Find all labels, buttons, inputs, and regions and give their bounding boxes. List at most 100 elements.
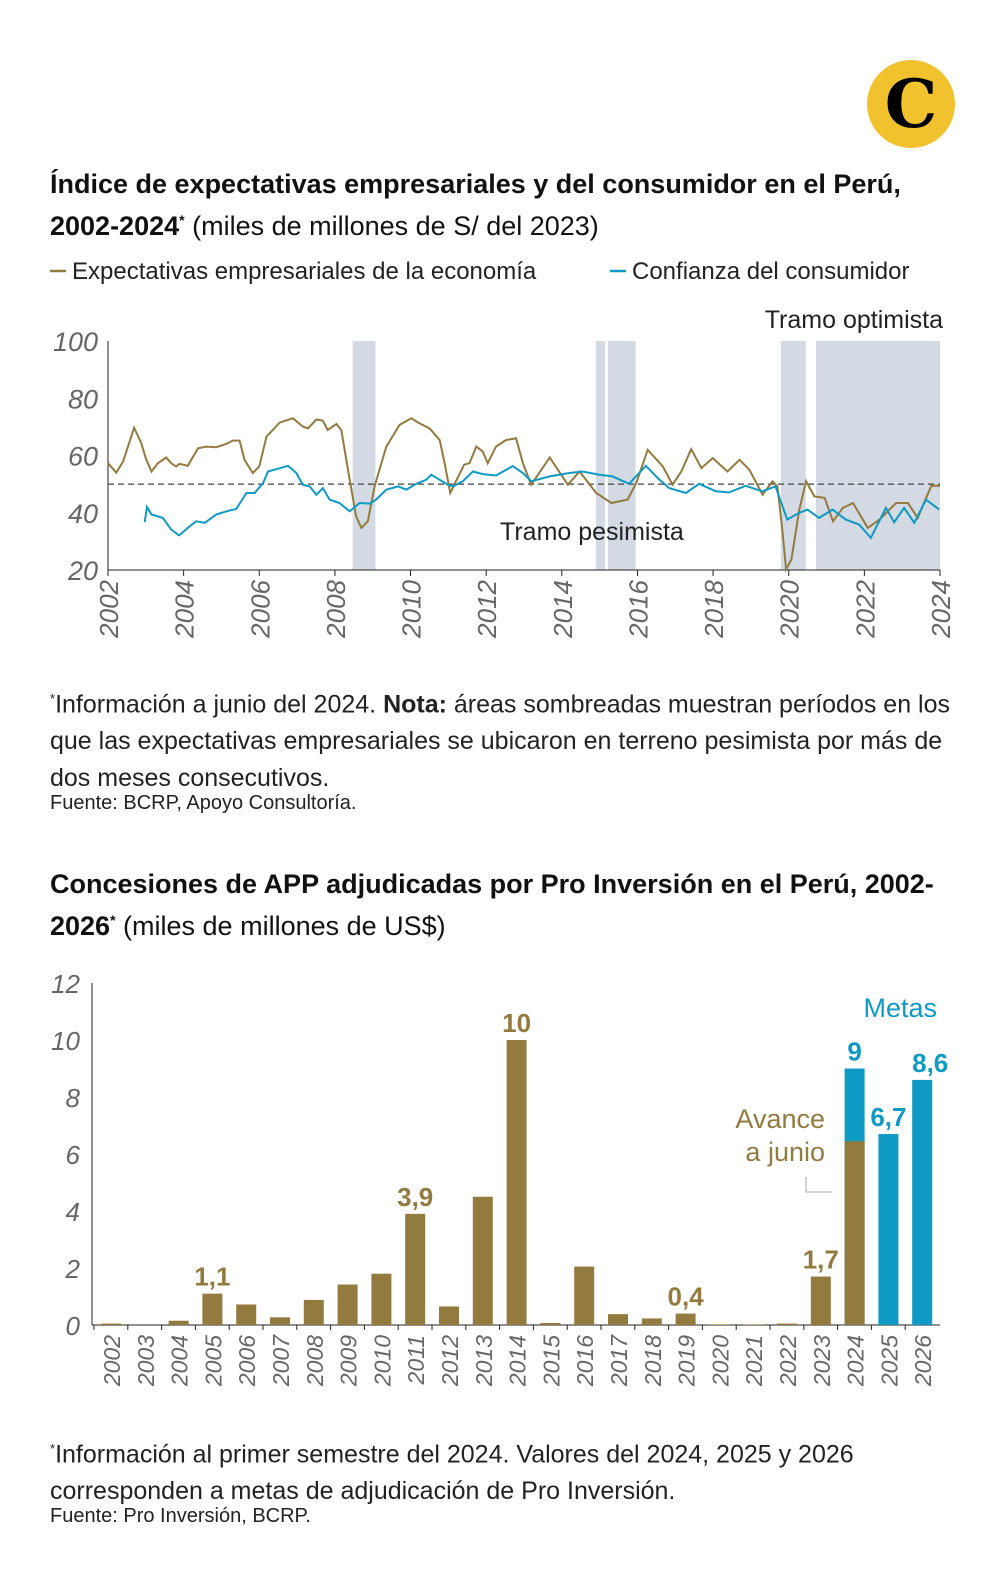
note-text-2: áreas sombreadas muestran períodos en lo… <box>50 690 951 793</box>
chart1-unit: (miles de millones de S/ del 2023) <box>192 211 599 241</box>
bar-2006 <box>236 1304 257 1325</box>
x-tick-label: 2016 <box>623 579 653 638</box>
x-tick-label: 2024 <box>843 1335 869 1387</box>
x-tick-label: 2009 <box>336 1335 362 1387</box>
x-tick-label: 2007 <box>268 1334 294 1387</box>
bar-2025 <box>878 1134 899 1325</box>
data-label: 0,4 <box>668 1282 705 1312</box>
bar-2007 <box>270 1317 290 1325</box>
bar-2008 <box>303 1299 324 1325</box>
note-bold: Nota: <box>383 690 447 719</box>
note-text: Información al primer semestre del 2024.… <box>50 1440 854 1506</box>
bar-2011 <box>405 1213 426 1325</box>
y-tick-label: 2 <box>65 1254 81 1284</box>
bar-2002 <box>101 1323 121 1325</box>
x-tick-label: 2014 <box>548 580 578 639</box>
shaded-period <box>780 341 806 570</box>
x-tick-label: 2004 <box>170 580 200 639</box>
bar-2022 <box>777 1323 797 1325</box>
x-tick-label: 2022 <box>850 579 880 638</box>
data-label: 9 <box>847 1037 861 1067</box>
chart2-title: Concesiones de APP adjudicadas por Pro I… <box>50 866 950 944</box>
note-mark: * <box>50 1441 56 1456</box>
chart1-source: Fuente: BCRP, Apoyo Consultoría. <box>50 792 357 814</box>
y-tick-label: 100 <box>53 327 98 357</box>
shaded-period <box>607 341 636 570</box>
annotation-metas: Metas <box>863 993 937 1023</box>
x-tick-label: 2011 <box>403 1335 429 1385</box>
x-tick-label: 2015 <box>538 1335 564 1387</box>
x-tick-label: 2012 <box>472 579 502 638</box>
x-tick-label: 2013 <box>471 1335 497 1387</box>
data-label: 8,6 <box>912 1048 948 1078</box>
y-tick-label: 0 <box>66 1311 81 1341</box>
data-label: 6,7 <box>870 1102 906 1132</box>
annotation-optimista: Tramo optimista <box>765 306 943 334</box>
chart2-title-text: Concesiones de APP adjudicadas por Pro I… <box>50 869 934 941</box>
shaded-period <box>595 341 605 570</box>
x-tick-label: 2023 <box>809 1335 835 1387</box>
legend-label: Expectativas empresariales de la economí… <box>72 258 537 285</box>
chart2-note: *Información al primer semestre del 2024… <box>50 1430 970 1510</box>
y-tick-label: 40 <box>68 499 98 529</box>
y-tick-label: 8 <box>66 1083 81 1113</box>
x-tick-label: 2010 <box>397 579 427 638</box>
bar-2004 <box>168 1320 189 1325</box>
x-tick-label: 2016 <box>572 1335 598 1387</box>
bar-2018 <box>641 1318 662 1325</box>
x-tick-label: 2012 <box>437 1335 463 1387</box>
x-tick-label: 2002 <box>99 1335 125 1387</box>
x-tick-label: 2018 <box>640 1335 666 1387</box>
chart1-note: *Información a junio del 2024. Nota: áre… <box>50 680 970 797</box>
chart2-title-mark: * <box>110 912 116 928</box>
x-tick-label: 2003 <box>133 1335 159 1387</box>
line-chart: Expectativas empresariales de la economí… <box>50 258 956 639</box>
bar-2026 <box>912 1079 933 1325</box>
logo-letter: C <box>884 65 938 143</box>
y-tick-label: 20 <box>67 556 98 586</box>
series-expectativas <box>107 417 940 573</box>
y-tick-label: 80 <box>68 384 98 414</box>
bar-2019 <box>675 1313 696 1325</box>
series-confianza <box>143 464 940 540</box>
y-tick-label: 12 <box>51 969 80 999</box>
data-label: 1,7 <box>803 1245 839 1275</box>
x-tick-label: 2008 <box>302 1335 328 1387</box>
x-tick-label: 2002 <box>94 579 124 638</box>
bar-2009 <box>337 1284 358 1325</box>
chart2-source: Fuente: Pro Inversión, BCRP. <box>50 1505 311 1527</box>
x-tick-label: 2022 <box>775 1335 801 1387</box>
x-tick-label: 2026 <box>910 1335 936 1387</box>
annotation-pesimista: Tramo pesimista <box>500 518 684 546</box>
bar-chart: 0 2 4 6 8 10 12 2002 2003 2004 1,1 2005 2006 2007 2008… <box>51 969 948 1387</box>
y-tick-label: 4 <box>66 1197 80 1227</box>
note-text: Información a junio del 2024. <box>55 690 384 719</box>
bar-2014 <box>506 1040 527 1325</box>
chart1-title-mark: * <box>179 212 185 228</box>
y-tick-label: 60 <box>68 442 98 472</box>
legend-label: Confianza del consumidor <box>632 258 910 285</box>
bar-2010 <box>371 1273 392 1325</box>
y-tick-label: 10 <box>51 1026 80 1056</box>
data-label: 10 <box>502 1008 531 1038</box>
x-tick-label: 2010 <box>369 1335 395 1387</box>
x-tick-label: 2014 <box>505 1335 531 1387</box>
y-tick-label: 6 <box>66 1140 81 1170</box>
bar-2015 <box>540 1323 561 1325</box>
shaded-period <box>352 341 376 570</box>
bar-advance-2024 <box>844 1141 865 1325</box>
x-tick-label: 2017 <box>606 1334 632 1387</box>
bar-2020 <box>709 1324 730 1325</box>
chart1-title-text: Índice de expectativas empresariales y d… <box>50 169 901 241</box>
x-tick-label: 2018 <box>699 579 729 638</box>
bar-2012 <box>439 1306 459 1325</box>
annotation-avance: Avance <box>735 1104 825 1134</box>
brand-logo: C <box>867 60 955 148</box>
x-tick-label: 2020 <box>775 579 805 638</box>
x-tick-label: 2005 <box>200 1335 226 1387</box>
x-tick-label: 2024 <box>926 580 956 639</box>
bar-2005 <box>202 1293 223 1325</box>
bar-2013 <box>472 1196 493 1325</box>
shaded-period <box>815 341 940 570</box>
